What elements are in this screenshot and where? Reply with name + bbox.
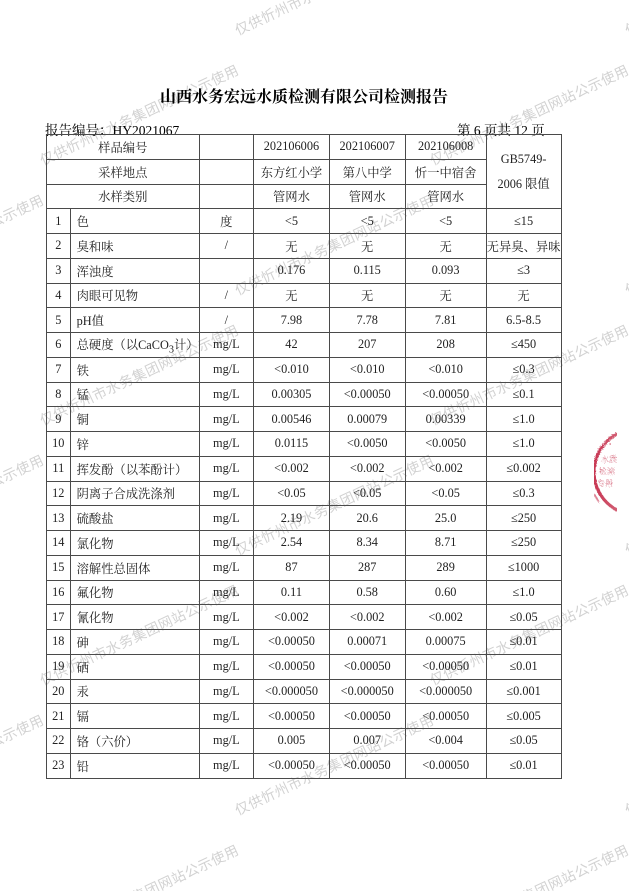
svg-text:检测: 检测: [599, 466, 615, 477]
svg-text:专用: 专用: [597, 478, 613, 489]
svg-text:水质: 水质: [601, 454, 617, 465]
